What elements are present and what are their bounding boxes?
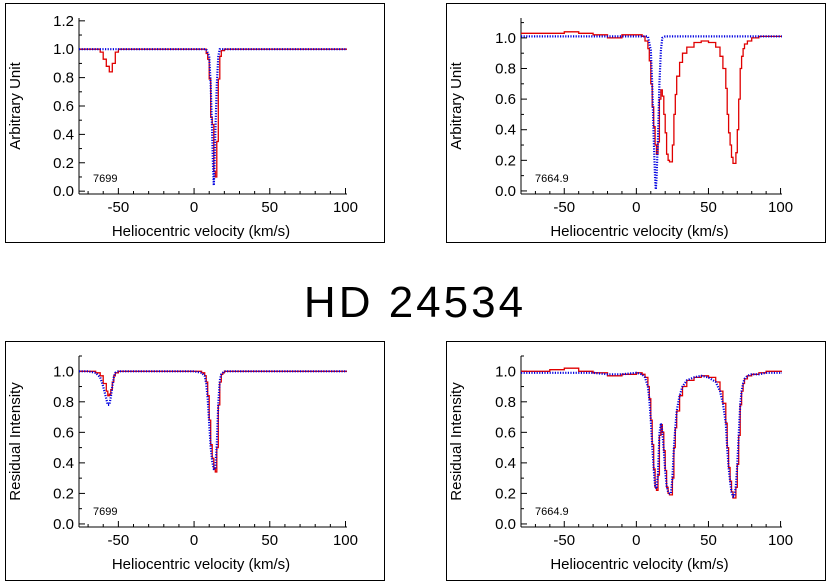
model-fit-line [79, 370, 347, 471]
x-tick-label: 0 [632, 199, 640, 216]
y-tick-label: 0.2 [53, 485, 74, 502]
x-tick-label: 100 [768, 532, 793, 549]
x-axis-title: Heliocentric velocity (km/s) [112, 556, 290, 573]
observed-spectrum-line [79, 48, 347, 178]
chart-svg: -50 0 50 100 0.0 0.2 0.4 0.6 0.8 1.0 1.2 Heliocentr… [7, 13, 358, 240]
page-title: HD 24534 [303, 278, 527, 327]
line-label: 7664.9 [535, 506, 569, 518]
observed-spectrum-line [521, 367, 782, 499]
y-axis-title: Arbitrary Unit [448, 61, 465, 149]
line-label: 7699 [93, 173, 117, 185]
chart-bottom-right: -50 0 50 100 0.0 0.2 0.4 0.6 0.8 1.0 Heliocentric … [446, 341, 826, 581]
y-tick-label: 1.0 [53, 41, 74, 58]
y-axis-title: Residual Intensity [448, 382, 465, 501]
chart-svg: -50 0 50 100 0.0 0.2 0.4 0.6 0.8 1.0 Heliocentric … [448, 18, 793, 240]
model-fit-line [521, 371, 782, 498]
x-tick-label: 100 [768, 199, 793, 216]
x-axis-title: Heliocentric velocity (km/s) [550, 556, 728, 573]
y-tick-label: 0.4 [495, 122, 516, 139]
x-tick-label: 0 [632, 532, 640, 549]
y-tick-label: 0.6 [495, 91, 516, 108]
y-tick-label: 1.0 [495, 363, 516, 380]
x-tick-label: 0 [190, 199, 198, 216]
line-label: 7699 [93, 506, 117, 518]
y-tick-label: 0.6 [495, 424, 516, 441]
y-tick-label: 0.8 [53, 70, 74, 87]
y-axis-title: Residual Intensity [7, 382, 24, 501]
y-tick-label: 0.4 [53, 126, 74, 143]
x-axis-title: Heliocentric velocity (km/s) [550, 223, 728, 240]
y-tick-label: 0.0 [495, 183, 516, 200]
y-tick-label: 0.0 [53, 516, 74, 533]
x-tick-label: 50 [700, 199, 717, 216]
observed-spectrum-line [79, 370, 347, 473]
x-tick-label: 100 [333, 532, 358, 549]
y-tick-label: 0.8 [495, 61, 516, 78]
y-tick-label: 0.4 [495, 455, 516, 472]
chart-svg: -50 0 50 100 0.0 0.2 0.4 0.6 0.8 1.0 Heliocentric … [7, 355, 358, 573]
y-tick-label: 1.0 [53, 363, 74, 380]
line-label: 7664.9 [535, 173, 569, 185]
chart-bottom-left: -50 0 50 100 0.0 0.2 0.4 0.6 0.8 1.0 Heliocentric … [5, 341, 385, 581]
x-tick-label: 100 [333, 199, 358, 216]
y-tick-label: 0.8 [53, 394, 74, 411]
model-fit-line [79, 48, 347, 186]
y-tick-label: 0.8 [495, 394, 516, 411]
model-fit-line [521, 35, 782, 190]
y-tick-label: 0.4 [53, 455, 74, 472]
y-tick-label: 0.6 [53, 98, 74, 115]
y-tick-label: 0.2 [495, 485, 516, 502]
y-tick-label: 1.0 [495, 30, 516, 47]
y-tick-label: 0.6 [53, 424, 74, 441]
y-tick-label: 0.0 [53, 183, 74, 200]
x-tick-label: -50 [108, 199, 130, 216]
x-tick-label: 0 [190, 532, 198, 549]
x-tick-label: 50 [700, 532, 717, 549]
x-tick-label: -50 [553, 532, 575, 549]
y-tick-label: 0.2 [495, 152, 516, 169]
x-axis-title: Heliocentric velocity (km/s) [112, 223, 290, 240]
x-tick-label: -50 [108, 532, 130, 549]
x-tick-label: 50 [261, 532, 278, 549]
chart-top-right: -50 0 50 100 0.0 0.2 0.4 0.6 0.8 1.0 Heliocentric … [446, 3, 826, 243]
x-tick-label: -50 [553, 199, 575, 216]
y-tick-label: 1.2 [53, 13, 74, 30]
y-axis-title: Arbitrary Unit [7, 61, 24, 149]
y-tick-label: 0.2 [53, 155, 74, 172]
observed-spectrum-line [521, 31, 782, 165]
x-tick-label: 50 [261, 199, 278, 216]
chart-top-left: -50 0 50 100 0.0 0.2 0.4 0.6 0.8 1.0 1.2 Heliocentr… [5, 3, 385, 243]
y-tick-label: 0.0 [495, 516, 516, 533]
chart-svg: -50 0 50 100 0.0 0.2 0.4 0.6 0.8 1.0 Heliocentric … [448, 355, 793, 573]
